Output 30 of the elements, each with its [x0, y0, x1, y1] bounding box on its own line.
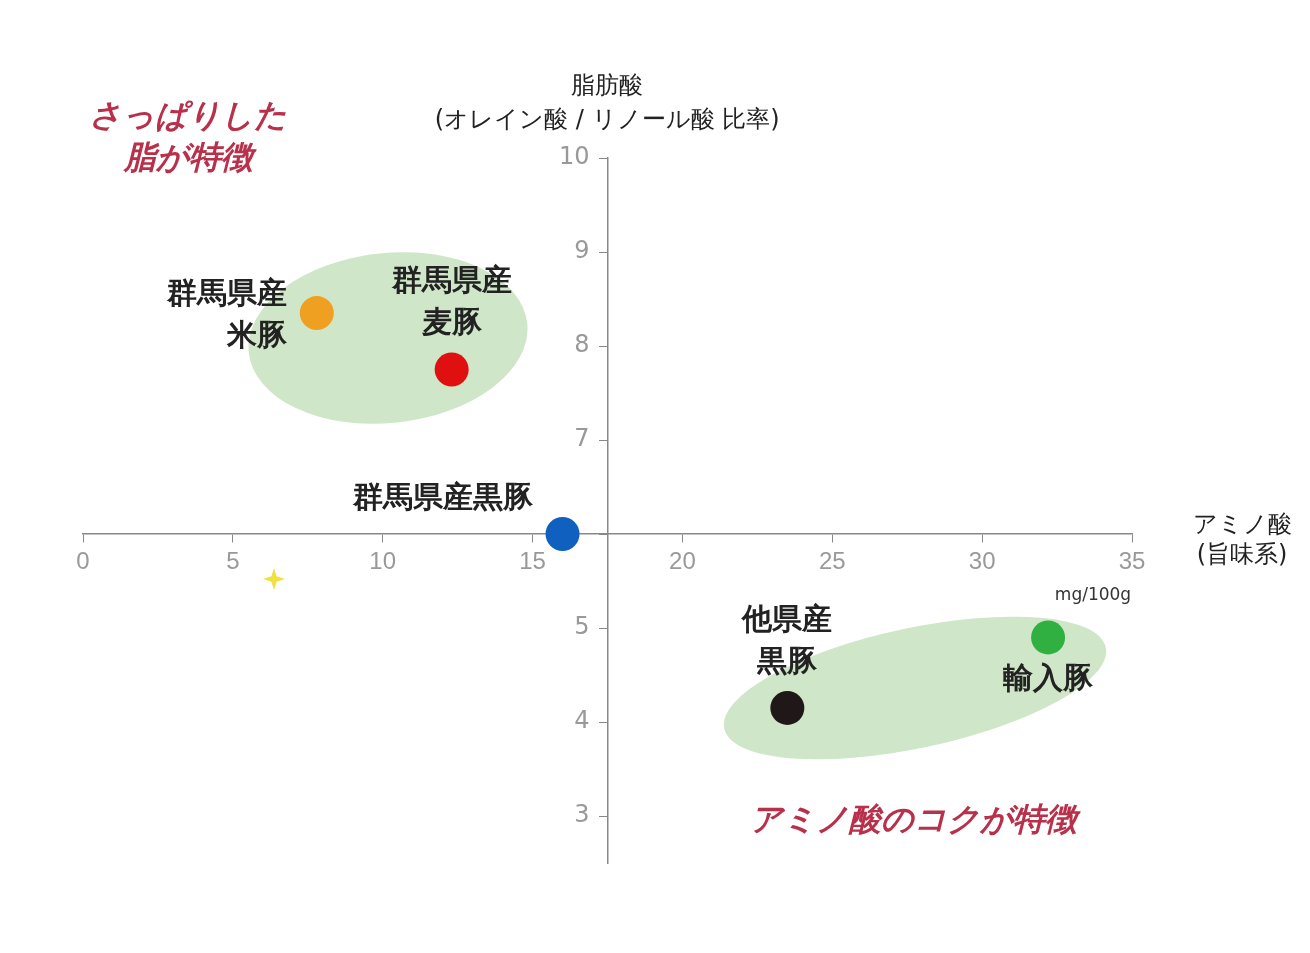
- y-tick-label: 4: [574, 706, 590, 735]
- series-label: 他県産黒豚: [741, 600, 833, 678]
- y-tick-label: 3: [574, 800, 590, 829]
- x-tick-label: 10: [369, 547, 397, 575]
- annotation: アミノ酸のコクが特徴: [749, 800, 1081, 838]
- x-tick-label: 25: [818, 547, 846, 575]
- y-tick-label: 8: [574, 330, 590, 359]
- y-tick-label: 10: [558, 142, 590, 171]
- x-tick-label: 15: [519, 547, 546, 575]
- series-label: 群馬県産米豚: [165, 274, 288, 352]
- y-tick-label: 7: [574, 424, 590, 453]
- x-tick-label: 30: [968, 547, 996, 575]
- point: [299, 296, 334, 331]
- x-tick-label: 0: [76, 547, 90, 575]
- series-label: 輸入豚: [1002, 660, 1095, 696]
- series-label: 群馬県産麦豚: [390, 262, 512, 340]
- y-tick-label: 5: [574, 612, 590, 641]
- point: [434, 352, 469, 387]
- series-label: 群馬県産黒豚: [351, 478, 534, 514]
- annotation: さっぱりした脂が特徴: [89, 96, 287, 176]
- x-axis-title: アミノ酸 (旨味系): [1192, 510, 1292, 568]
- x-tick-label: 20: [669, 547, 696, 575]
- y-axis-title: 脂肪酸 (オレイン酸 / リノール酸 比率): [434, 71, 780, 133]
- y-tick-label: 9: [574, 236, 590, 265]
- x-tick-label: 35: [1118, 547, 1146, 575]
- point: [1031, 620, 1066, 655]
- x-tick-label: 5: [226, 547, 240, 575]
- annotation: mg/100g: [1054, 584, 1132, 604]
- point: [770, 690, 805, 725]
- point: [545, 517, 580, 551]
